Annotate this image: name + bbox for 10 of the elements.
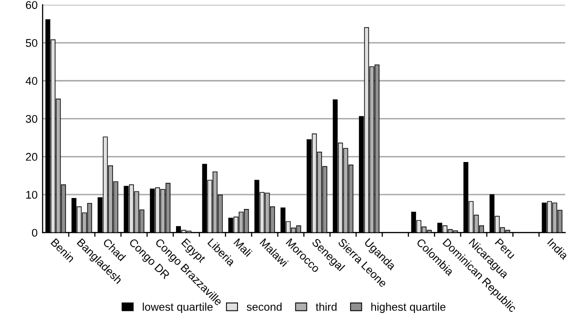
y-tick-label: 50 <box>26 39 38 47</box>
legend-label: third <box>316 302 337 311</box>
legend-label: highest quartile <box>371 302 446 313</box>
y-tick-label: 30 <box>26 114 38 123</box>
y-tick-label: 60 <box>26 1 38 9</box>
y-tick-label: 10 <box>26 190 38 199</box>
y-tick-label: 0 <box>32 228 38 237</box>
legend-label: second <box>246 302 282 311</box>
y-tick-label: 20 <box>26 152 38 161</box>
y-tick-label: 40 <box>26 77 38 85</box>
